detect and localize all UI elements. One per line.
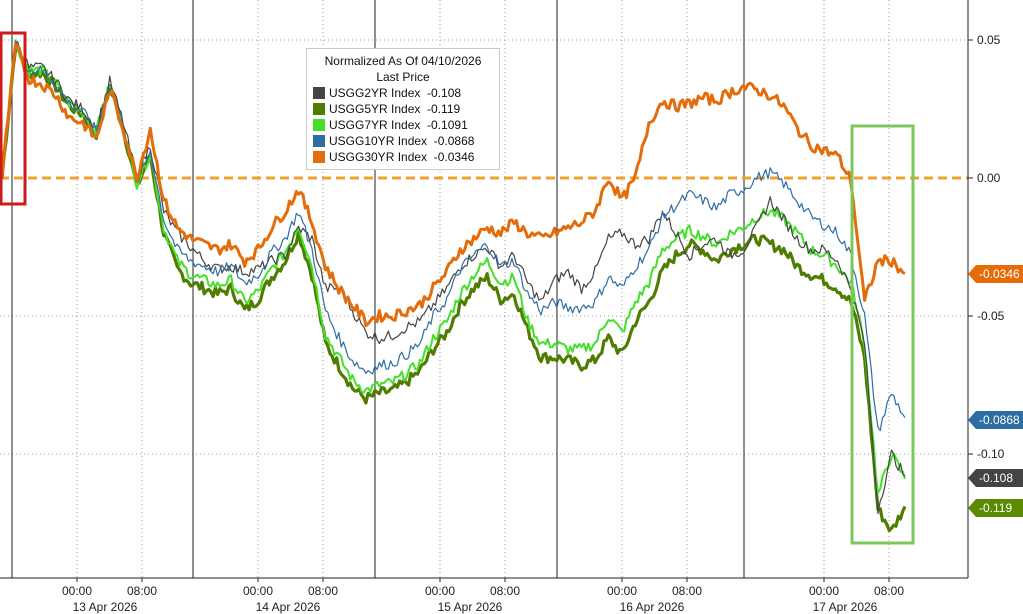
date-label: 13 Apr 2026 xyxy=(73,600,138,614)
legend-series-value: -0.1091 xyxy=(427,118,468,132)
legend-series-value: -0.0346 xyxy=(433,150,475,164)
date-label: 14 Apr 2026 xyxy=(256,600,321,614)
legend-entry-usgg2yr: USGG2YR Index -0.108 xyxy=(313,85,493,101)
legend-swatch-usgg10yr xyxy=(313,135,325,147)
legend-series-value: -0.108 xyxy=(427,86,462,100)
x-tick-label: 08:00 xyxy=(490,584,520,598)
value-tags: -0.0346 -0.0868 -0.108 -0.119 xyxy=(968,265,1023,517)
x-tick-label: 00:00 xyxy=(243,584,273,598)
y-tick-label: 0.05 xyxy=(977,33,1001,47)
x-tick-labels: 00:00 08:00 00:00 08:00 00:00 08:00 00:00 08:00… xyxy=(62,584,904,598)
x-tick-label: 00:00 xyxy=(607,584,637,598)
legend-entry-usgg10yr: USGG10YR Index -0.0868 xyxy=(313,133,493,149)
legend-entry-usgg30yr: USGG30YR Index -0.0346 xyxy=(313,149,493,165)
x-tick-label: 00:00 xyxy=(809,584,839,598)
date-label: 15 Apr 2026 xyxy=(438,600,503,614)
legend-series-name: USGG5YR Index xyxy=(329,102,421,116)
legend: Normalized As Of 04/10/2026 Last Price U… xyxy=(306,48,500,170)
legend-entry-usgg7yr: USGG7YR Index -0.1091 xyxy=(313,117,493,133)
y-tick-label: 0.00 xyxy=(977,171,1001,185)
y-tick-labels: 0.05 0.00 -0.05 -0.10 xyxy=(977,33,1005,461)
value-tag-label: -0.108 xyxy=(979,471,1013,485)
legend-swatch-usgg2yr xyxy=(313,87,325,99)
highlight-box-start xyxy=(0,31,27,206)
x-tick-label: 08:00 xyxy=(874,584,904,598)
x-tick-label: 00:00 xyxy=(62,584,92,598)
axes xyxy=(0,0,973,582)
value-tag-label: -0.0346 xyxy=(979,267,1020,281)
legend-entry-usgg5yr: USGG5YR Index -0.119 xyxy=(313,101,493,117)
legend-series-name: USGG30YR Index xyxy=(329,150,428,164)
legend-title-line1: Normalized As Of 04/10/2026 xyxy=(324,54,482,68)
value-tag: -0.119 xyxy=(968,499,1023,517)
x-tick-label: 08:00 xyxy=(308,584,338,598)
x-tick-label: 08:00 xyxy=(672,584,702,598)
highlight-box-end xyxy=(850,124,915,545)
y-tick-label: -0.05 xyxy=(977,309,1005,323)
legend-swatch-usgg30yr xyxy=(313,151,325,163)
legend-series-name: USGG10YR Index xyxy=(329,134,428,148)
legend-title-line2: Last Price xyxy=(376,70,430,84)
x-tick-label: 00:00 xyxy=(425,584,455,598)
value-tag-label: -0.0868 xyxy=(979,413,1020,427)
legend-series-value: -0.0868 xyxy=(433,134,475,148)
legend-series-name: USGG2YR Index xyxy=(329,86,421,100)
legend-series-name: USGG7YR Index xyxy=(329,118,421,132)
legend-swatch-usgg7yr xyxy=(313,119,325,131)
date-label: 17 Apr 2026 xyxy=(813,600,878,614)
value-tag: -0.108 xyxy=(968,469,1023,487)
series-line-usgg10yr xyxy=(1,40,906,431)
gridlines xyxy=(0,0,968,578)
legend-swatch-usgg5yr xyxy=(313,103,325,115)
series-line-usgg30yr xyxy=(0,42,906,328)
series-lines xyxy=(0,39,907,533)
value-tag-label: -0.119 xyxy=(979,501,1012,515)
legend-series-value: -0.119 xyxy=(427,102,461,116)
y-tick-label: -0.10 xyxy=(977,447,1005,461)
series-line-usgg2yr xyxy=(1,41,906,515)
date-labels: 13 Apr 2026 14 Apr 2026 15 Apr 2026 16 Apr … xyxy=(73,600,878,614)
x-tick-label: 08:00 xyxy=(127,584,157,598)
value-tag: -0.0868 xyxy=(968,411,1023,429)
date-label: 16 Apr 2026 xyxy=(620,600,685,614)
value-tag: -0.0346 xyxy=(968,265,1023,283)
